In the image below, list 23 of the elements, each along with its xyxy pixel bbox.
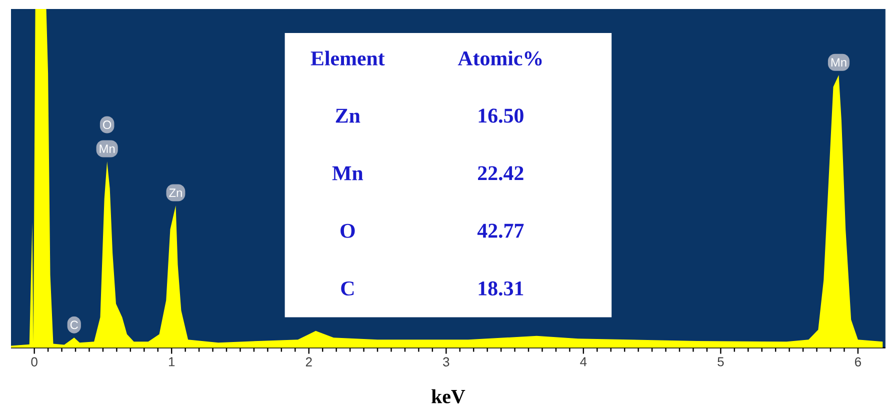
annotation: O	[340, 224, 355, 238]
annotation: Zn	[336, 109, 360, 123]
annotation: Atomic%	[458, 50, 542, 66]
x-tick-label: 6	[855, 357, 861, 367]
annotation: Mn	[831, 58, 846, 67]
annotation: 18.31	[478, 282, 524, 296]
annotation: C	[70, 320, 78, 330]
x-tick-label: 2	[306, 357, 312, 366]
annotation: Mn	[332, 166, 364, 180]
x-tick-label: 0	[31, 357, 38, 367]
annotation: C	[341, 282, 354, 296]
annotation: 42.77	[477, 224, 524, 238]
x-axis-title: keV	[432, 389, 466, 404]
annotation: O	[103, 120, 112, 130]
annotation: Mn	[100, 144, 115, 153]
annotation: Element	[310, 50, 385, 66]
x-tick-label: 5	[718, 357, 724, 366]
x-tick-label: 4	[580, 357, 587, 366]
annotation: 22.42	[478, 166, 524, 180]
x-tick-label: 3	[443, 357, 450, 367]
annotation: 16.50	[478, 108, 524, 123]
x-tick-label: 1	[168, 357, 175, 366]
annotation: Zn	[169, 188, 182, 198]
